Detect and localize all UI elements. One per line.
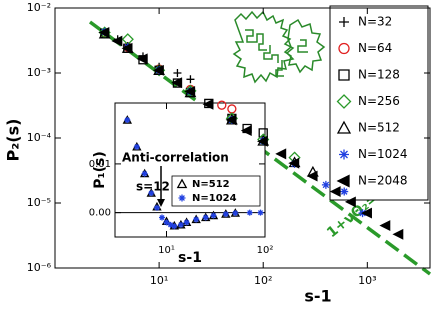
legend-marker bbox=[178, 194, 186, 202]
marker bbox=[183, 219, 190, 226]
legend-box bbox=[329, 5, 429, 201]
legend-marker bbox=[339, 149, 349, 160]
legend-marker bbox=[338, 42, 350, 55]
legend-label: N=1024 bbox=[358, 147, 408, 161]
marker bbox=[257, 209, 264, 216]
inset-y-label: P₁(s) bbox=[92, 151, 108, 189]
x-tick-label: 10¹ bbox=[158, 245, 175, 256]
marker bbox=[321, 180, 330, 189]
y-tick-label: 0.01 bbox=[89, 159, 111, 170]
legend-marker bbox=[336, 94, 352, 109]
legend-label: N=512 bbox=[192, 179, 230, 190]
marker bbox=[111, 35, 123, 47]
legend-marker bbox=[336, 120, 352, 134]
marker bbox=[177, 221, 184, 228]
x-tick-label: 10² bbox=[254, 274, 272, 287]
anti-correlation-label: Anti-correlation bbox=[122, 151, 229, 165]
legend-label: N=32 bbox=[358, 15, 392, 29]
marker bbox=[173, 69, 182, 77]
marker bbox=[148, 190, 155, 197]
marker bbox=[158, 214, 165, 221]
legend-label: N=2048 bbox=[358, 174, 408, 188]
y-tick-label: 10⁻³ bbox=[27, 66, 51, 79]
marker bbox=[193, 216, 200, 223]
marker bbox=[225, 114, 237, 126]
y-tick-label: 10⁻² bbox=[27, 1, 51, 14]
marker bbox=[256, 135, 268, 147]
legend-label: N=1024 bbox=[192, 193, 237, 204]
fractal-inset bbox=[232, 10, 326, 84]
marker bbox=[227, 104, 237, 114]
inset-legend-box bbox=[171, 175, 261, 207]
marker bbox=[240, 125, 252, 137]
y-tick-label: 0.00 bbox=[89, 208, 111, 219]
marker bbox=[136, 53, 148, 65]
marker bbox=[202, 98, 214, 110]
marker bbox=[141, 170, 148, 177]
legend-label: N=64 bbox=[358, 41, 392, 55]
marker bbox=[133, 143, 140, 150]
marker bbox=[232, 210, 239, 217]
y-tick-label: 10⁻⁵ bbox=[27, 196, 51, 209]
marker bbox=[171, 77, 183, 89]
marker bbox=[392, 228, 404, 240]
marker bbox=[167, 221, 174, 228]
legend-label: N=128 bbox=[358, 68, 400, 82]
marker bbox=[306, 170, 318, 182]
y-axis-label: P₂(s) bbox=[4, 119, 23, 162]
marker bbox=[163, 219, 170, 226]
marker bbox=[184, 86, 196, 97]
x-tick-label: 10² bbox=[257, 245, 274, 256]
x-tick-label: 10³ bbox=[358, 274, 376, 287]
marker bbox=[186, 75, 195, 84]
marker bbox=[98, 27, 110, 38]
inset-x-label: s-1 bbox=[178, 250, 202, 266]
marker bbox=[222, 211, 229, 218]
legend-label: N=256 bbox=[358, 94, 400, 108]
marker bbox=[121, 42, 133, 54]
y-tick-label: 10⁻⁴ bbox=[27, 131, 52, 144]
marker bbox=[171, 223, 178, 230]
x-tick-label: 10¹ bbox=[150, 274, 168, 287]
marker bbox=[275, 148, 287, 160]
marker bbox=[344, 196, 356, 208]
y-tick-label: 10⁻⁶ bbox=[27, 261, 52, 274]
legend-marker bbox=[339, 17, 349, 27]
marker bbox=[288, 157, 300, 169]
legend-marker bbox=[338, 69, 350, 81]
marker bbox=[246, 209, 253, 216]
legend-marker bbox=[336, 174, 350, 188]
x-axis-label: s-1 bbox=[304, 287, 331, 306]
marker bbox=[153, 204, 160, 211]
marker bbox=[329, 186, 341, 198]
marker bbox=[152, 64, 164, 76]
marker bbox=[217, 100, 227, 110]
marker bbox=[340, 187, 349, 196]
marker bbox=[202, 214, 209, 221]
marker bbox=[210, 212, 217, 219]
marker bbox=[124, 117, 131, 124]
legend-marker bbox=[176, 178, 188, 189]
inset-frame bbox=[114, 102, 266, 238]
legend-label: N=512 bbox=[358, 121, 400, 135]
marker bbox=[361, 207, 372, 219]
marker bbox=[379, 220, 391, 231]
arrow-head bbox=[157, 199, 165, 207]
